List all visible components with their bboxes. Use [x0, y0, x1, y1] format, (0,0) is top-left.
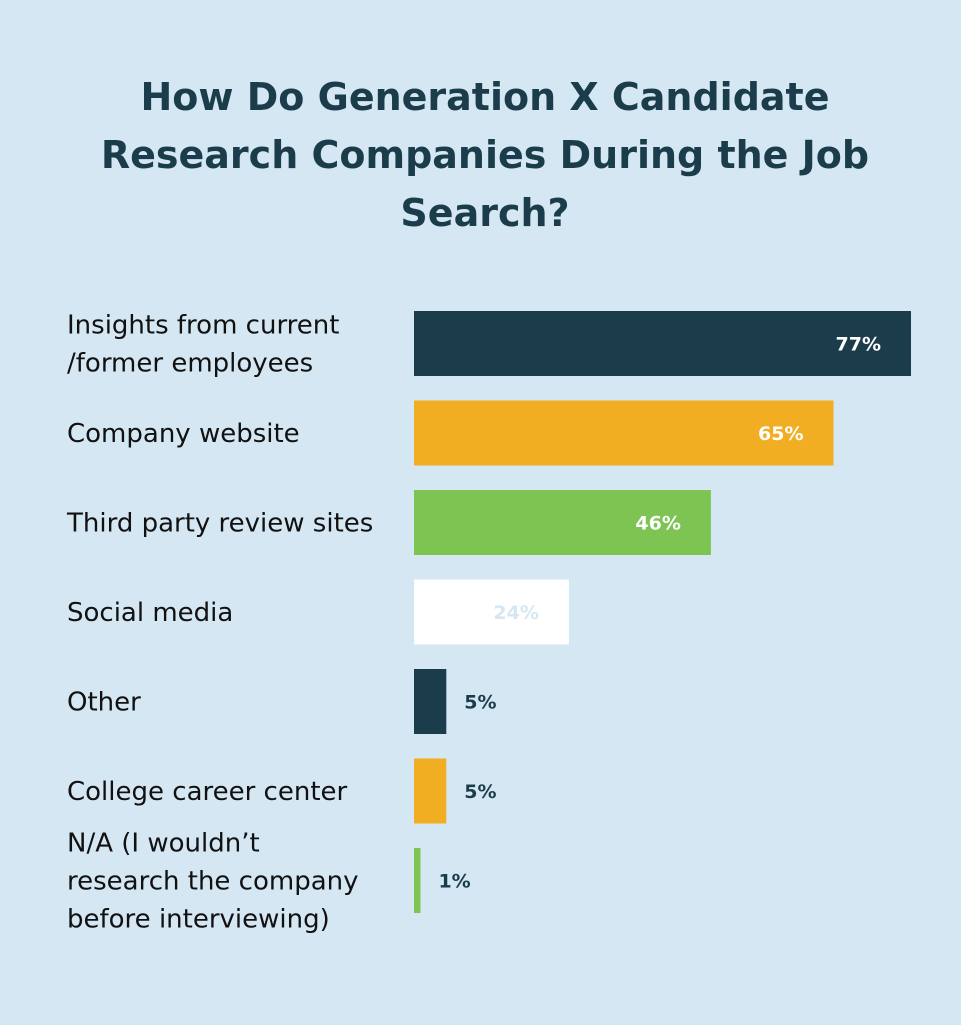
- category-label-line: Insights from current: [67, 311, 339, 341]
- category-label-line: /former employees: [67, 349, 313, 379]
- category-label-line: research the company: [67, 867, 359, 897]
- category-label-1: Insights from current/former employees: [67, 311, 339, 379]
- value-label-4: 24%: [493, 602, 538, 624]
- category-label-line: College career center: [67, 777, 348, 807]
- category-label-line: Social media: [67, 598, 233, 628]
- bar-3: [414, 490, 711, 555]
- category-label-line: Third party review sites: [66, 509, 373, 539]
- bar-7: [414, 848, 421, 913]
- category-label-line: before interviewing): [67, 905, 330, 935]
- value-label-3: 46%: [635, 513, 680, 535]
- value-label-1: 77%: [836, 334, 881, 356]
- value-label-2: 65%: [758, 423, 803, 445]
- category-label-line: N/A (I wouldn’t: [67, 829, 260, 859]
- category-label-line: Company website: [67, 419, 300, 449]
- category-label-4: Social media: [67, 598, 233, 628]
- bar-6: [414, 758, 447, 824]
- bar-2: [414, 400, 834, 466]
- chart-title: How Do Generation X Candidate Research C…: [100, 75, 870, 235]
- category-label-line: Other: [67, 688, 141, 718]
- value-label-7: 1%: [438, 871, 470, 893]
- category-label-3: Third party review sites: [66, 509, 373, 539]
- category-label-7: N/A (I wouldn’t research the company befor…: [67, 829, 359, 935]
- bar-5: [414, 669, 447, 734]
- bar-1: [414, 311, 911, 376]
- bar-4: [414, 579, 569, 645]
- value-label-6: 5%: [464, 781, 496, 803]
- value-label-5: 5%: [464, 692, 496, 714]
- category-label-6: College career center: [67, 777, 348, 807]
- category-label-2: Company website: [67, 419, 300, 449]
- category-label-5: Other: [67, 688, 141, 718]
